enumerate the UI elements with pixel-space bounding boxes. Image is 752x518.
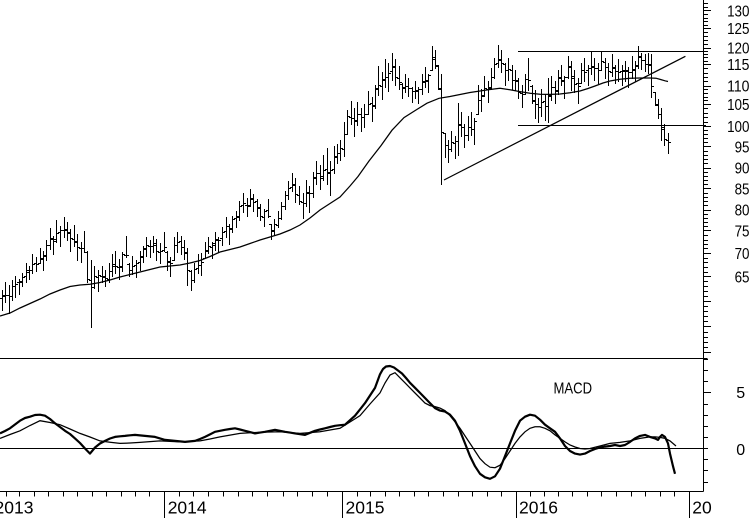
svg-text:MACD: MACD [554, 381, 593, 398]
svg-text:115: 115 [727, 57, 749, 74]
svg-text:100: 100 [727, 119, 749, 136]
svg-text:75: 75 [735, 223, 750, 240]
svg-text:105: 105 [727, 97, 749, 114]
svg-text:0: 0 [736, 442, 745, 459]
svg-text:130: 130 [727, 3, 749, 20]
svg-text:65: 65 [735, 269, 750, 286]
svg-text:2017: 2017 [692, 498, 731, 518]
svg-text:90: 90 [735, 160, 750, 177]
svg-text:85: 85 [735, 181, 750, 198]
svg-text:2016: 2016 [519, 498, 558, 518]
svg-text:120: 120 [727, 41, 749, 58]
svg-text:2015: 2015 [346, 498, 385, 518]
svg-text:95: 95 [735, 139, 750, 156]
svg-text:2013: 2013 [0, 498, 33, 518]
svg-text:125: 125 [727, 21, 749, 38]
svg-text:2014: 2014 [168, 498, 207, 518]
svg-text:110: 110 [727, 78, 749, 95]
svg-text:5: 5 [736, 385, 745, 402]
svg-text:70: 70 [735, 246, 750, 263]
svg-text:80: 80 [735, 202, 750, 219]
